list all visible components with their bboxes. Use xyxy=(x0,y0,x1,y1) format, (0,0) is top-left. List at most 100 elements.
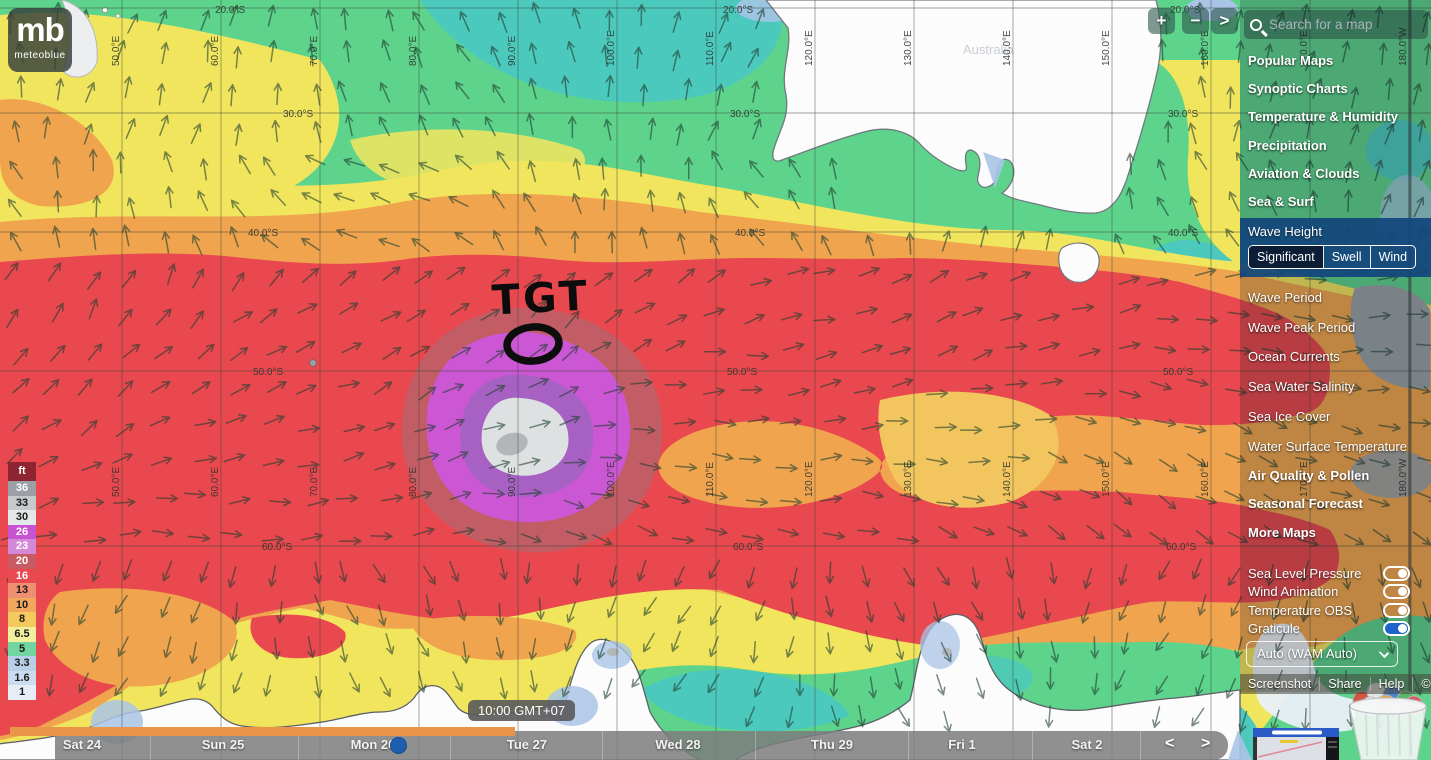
timeline-day-thu-29[interactable]: Thu 29 xyxy=(811,737,853,752)
graticule-label: 110.0°E xyxy=(705,31,716,66)
timeline-next-button[interactable]: > xyxy=(1201,735,1211,752)
timeline-day-tue-27[interactable]: Tue 27 xyxy=(506,737,548,752)
graticule-label: 80.0°E xyxy=(408,36,419,66)
graticule-label: 40.0°S xyxy=(248,228,278,239)
wave-height-legend: ft 36 33 30 26 23 20 16 13 10 8 6.5 5 3.3 1.6 1 xyxy=(8,462,36,700)
sidebar-item-sea-ice-cover[interactable]: Sea Ice Cover xyxy=(1248,408,1331,424)
timeline-prev-button[interactable]: < xyxy=(1165,735,1175,752)
overlay-toggle-off[interactable] xyxy=(1383,584,1410,600)
graticule-label: 170.0°E xyxy=(1299,461,1310,497)
sidebar-item-air-quality-pollen[interactable]: Air Quality & Pollen xyxy=(1248,468,1370,483)
timeline-day-sat-2[interactable]: Sat 2 xyxy=(1071,737,1103,752)
sidebar-item-ocean-currents[interactable]: Ocean Currents xyxy=(1248,349,1340,365)
graticule-label: 120.0°E xyxy=(804,30,815,66)
legend-unit[interactable]: ft xyxy=(8,462,36,481)
current-time-dot[interactable] xyxy=(390,737,407,754)
overlay-row-wind-animation: Wind Animation xyxy=(1248,584,1424,602)
graticule-label: 90.0°E xyxy=(507,36,518,66)
timeline-day-separator xyxy=(150,731,151,760)
legend-entry: 26 xyxy=(8,524,36,540)
overlay-toggle-off[interactable] xyxy=(1383,602,1410,618)
graticule-label: 110.0°E xyxy=(705,462,716,497)
graticule-label: 50.0°S xyxy=(253,367,283,378)
graticule-label: 50.0°E xyxy=(111,36,122,66)
timeline-day-sat-24[interactable]: Sat 24 xyxy=(62,737,102,752)
graticule-label: 140.0°E xyxy=(1002,30,1013,66)
logo-text: mb xyxy=(16,11,65,48)
footer-link-help[interactable]: Help xyxy=(1369,677,1413,691)
timeline-day-separator xyxy=(450,731,451,760)
graticule-label: 50.0°E xyxy=(111,467,122,497)
legend-entry: 13 xyxy=(8,583,36,598)
sidebar-item-popular-maps[interactable]: Popular Maps xyxy=(1248,53,1334,68)
timeline-day-fri-1[interactable]: Fri 1 xyxy=(948,737,976,752)
overlay-row-graticule: Graticule xyxy=(1248,621,1424,639)
overlay-toggle-on[interactable] xyxy=(1383,621,1410,637)
timeline-day-separator xyxy=(755,731,756,760)
overlay-toggle-off[interactable] xyxy=(1383,566,1410,581)
tgt-annotation: TGT xyxy=(490,271,592,325)
sidebar-item-temperature-humidity[interactable]: Temperature & Humidity xyxy=(1248,109,1399,125)
timeline-day-sun-25[interactable]: Sun 25 xyxy=(201,737,245,752)
tgt-ring xyxy=(503,323,563,365)
small-island xyxy=(309,359,317,367)
graticule-label: 120.0°E xyxy=(804,461,815,497)
graticule-label: 60.0°S xyxy=(1166,542,1196,553)
trash-bin[interactable] xyxy=(1349,682,1427,760)
graticule-label: 30.0°S xyxy=(1168,109,1198,120)
toggle-knob xyxy=(1398,605,1407,615)
sidebar-item-seasonal-forecast[interactable]: Seasonal Forecast xyxy=(1248,496,1363,512)
timeline-day-separator xyxy=(1032,731,1033,760)
footer-link-share[interactable]: Share xyxy=(1319,677,1369,691)
timeline-day-mon-26[interactable]: Mon 26 xyxy=(350,737,396,752)
bottom-right-overlays xyxy=(1228,682,1427,760)
screenshot-preview[interactable] xyxy=(1228,728,1339,760)
sidebar-item-more-maps[interactable]: More Maps xyxy=(1248,524,1316,540)
legend-entry: 30 xyxy=(8,510,36,525)
sidebar-item-precipitation[interactable]: Precipitation xyxy=(1248,137,1327,153)
sidebar-item-water-surface-temperature[interactable]: Water Surface Temperature xyxy=(1248,438,1407,454)
sidebar-item-wave-period[interactable]: Wave Period xyxy=(1248,290,1322,305)
zoom-in-button[interactable]: + xyxy=(1148,8,1175,34)
timeline-bar[interactable]: Sat 24 Sun 25 Mon 26 Tue 27 Wed 28 Thu 29 Fri … xyxy=(55,731,1228,760)
sidebar-item-wave-peak-period[interactable]: Wave Peak Period xyxy=(1248,319,1356,335)
graticule-label: 40.0°S xyxy=(1168,228,1198,239)
graticule-label: 70.0°E xyxy=(309,467,320,497)
timeline-day-wed-28[interactable]: Wed 28 xyxy=(655,737,701,752)
wave-height-section: Wave Height Significant Swell Wind xyxy=(1240,218,1431,277)
wave-height-segmented-control: Significant Swell Wind xyxy=(1248,245,1417,269)
sidebar-item-aviation-clouds[interactable]: Aviation & Clouds xyxy=(1248,165,1360,181)
footer-link-screenshot[interactable]: Screenshot xyxy=(1248,677,1312,691)
graticule-label: 130.0°E xyxy=(903,30,914,66)
sidebar-item-synoptic-charts[interactable]: Synoptic Charts xyxy=(1248,81,1348,97)
wave-height-option-significant[interactable]: Significant xyxy=(1249,246,1323,268)
model-selector-dropdown[interactable]: Auto (WAM Auto) xyxy=(1246,641,1398,667)
graticule-label: 50.0°S xyxy=(1163,367,1193,378)
tasmania-landmass xyxy=(1058,242,1100,283)
legend-entry: 16 xyxy=(8,568,36,584)
tgt-circle-annotation xyxy=(503,323,563,365)
overlay-row-sea-level-pressure: Sea Level Pressure xyxy=(1248,566,1424,584)
graticule-label: 150.0°E xyxy=(1101,461,1112,497)
sidebar-item-sea-water-salinity[interactable]: Sea Water Salinity xyxy=(1248,379,1355,395)
sidebar-item-sea-surf[interactable]: Sea & Surf xyxy=(1248,194,1314,209)
graticule-label: 180.0°W xyxy=(1398,458,1409,497)
search-input[interactable] xyxy=(1269,17,1409,32)
time-tooltip: 10:00 GMT+07 xyxy=(468,700,576,721)
search-bar[interactable] xyxy=(1244,10,1428,39)
zoom-out-button[interactable]: − xyxy=(1182,8,1209,34)
map-sidebar: Popular Maps Synoptic Charts Temperature &… xyxy=(1240,0,1431,760)
graticule-label: 60.0°S xyxy=(262,542,292,553)
toggle-knob xyxy=(1398,587,1407,597)
graticule-label: 100.0°E xyxy=(606,30,617,66)
meteoblue-logo[interactable]: mb meteoblue xyxy=(8,8,72,72)
legend-entry: 5 xyxy=(8,641,36,657)
wave-height-option-swell[interactable]: Swell xyxy=(1322,246,1370,268)
footer-link-©[interactable]: © xyxy=(1412,677,1431,691)
play-button[interactable]: > xyxy=(1211,8,1238,34)
graticule-label: 60.0°S xyxy=(733,542,763,553)
wave-height-option-wind[interactable]: Wind xyxy=(1369,246,1415,268)
overlay-label: Sea Level Pressure xyxy=(1248,566,1362,581)
